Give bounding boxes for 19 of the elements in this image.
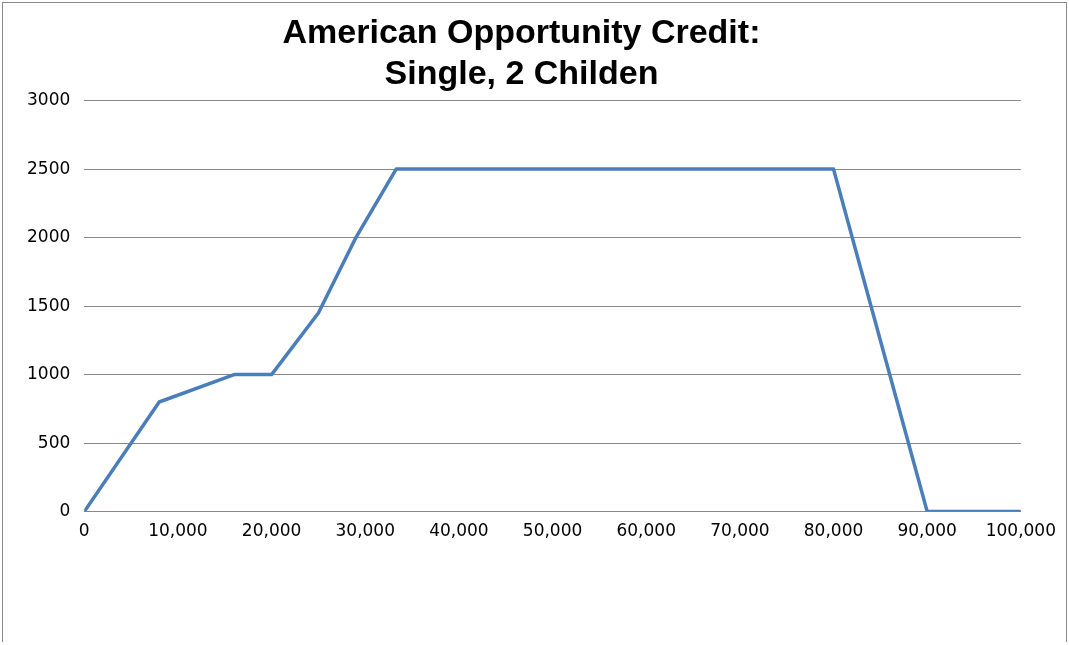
y-tick-label: 2500 <box>27 157 71 178</box>
x-tick-label: 90,000 <box>897 520 957 541</box>
y-tick-label: 0 <box>59 500 71 521</box>
x-tick-label: 50,000 <box>522 520 583 541</box>
x-tick-label: 70,000 <box>710 520 770 541</box>
x-tick-label: 0 <box>78 520 90 541</box>
y-tick-label: 1000 <box>27 363 71 384</box>
x-tick-label: 40,000 <box>429 520 489 541</box>
y-tick-label: 1500 <box>27 294 71 315</box>
x-tick-label: 100,000 <box>985 520 1057 541</box>
y-tick-label: 2000 <box>27 226 71 247</box>
chart-title: American Opportunity Credit: Single, 2 Childen <box>282 11 761 91</box>
x-tick-label: 80,000 <box>803 520 864 541</box>
x-tick-label: 60,000 <box>616 520 676 541</box>
y-tick-label: 3000 <box>27 89 71 110</box>
x-tick-label: 10,000 <box>148 520 208 541</box>
x-tick-label: 20,000 <box>241 520 302 541</box>
x-tick-label: 30,000 <box>335 520 395 541</box>
y-tick-label: 500 <box>37 431 71 452</box>
